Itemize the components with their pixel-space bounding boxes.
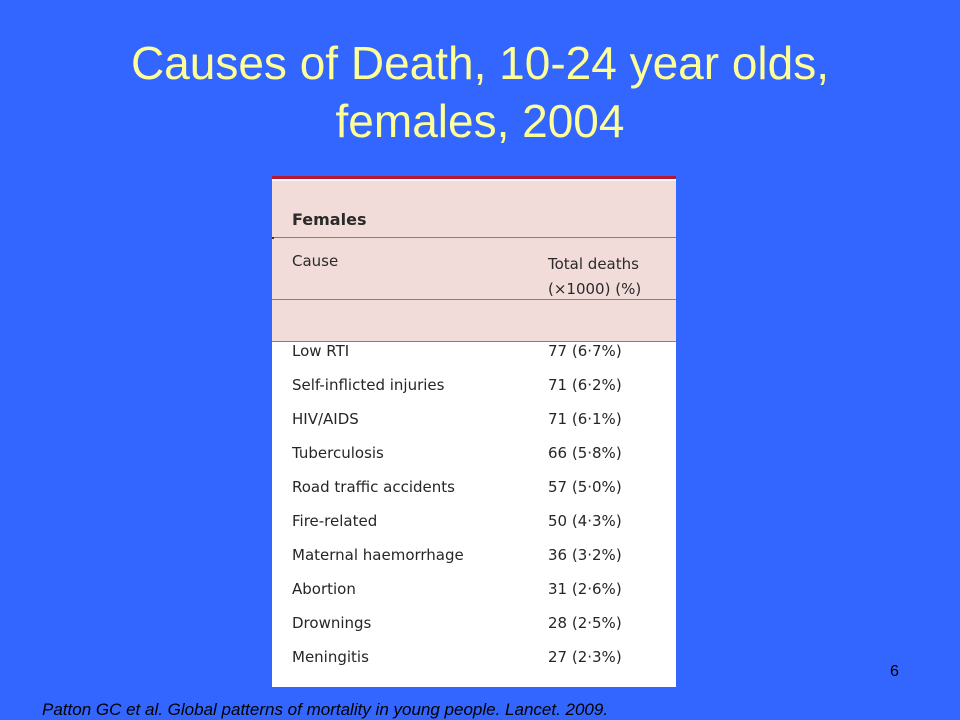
row-deaths: 71 (6·2%)	[548, 376, 622, 394]
table-row: Road traffic accidents 57 (5·0%)	[272, 478, 676, 512]
column-header-deaths-line-1: Total deaths	[548, 255, 639, 273]
row-deaths: 36 (3·2%)	[548, 546, 622, 564]
row-cause: Drownings	[292, 614, 372, 632]
table-top-rule	[272, 176, 676, 179]
table-row: Fire-related 50 (4·3%)	[272, 512, 676, 546]
row-cause: HIV/AIDS	[292, 410, 359, 428]
table-row: Meningitis 27 (2·3%)	[272, 648, 676, 682]
table-row: Tuberculosis 66 (5·8%)	[272, 444, 676, 478]
table-tick	[272, 237, 274, 239]
column-header-cause: Cause	[292, 252, 339, 270]
row-deaths: 71 (6·1%)	[548, 410, 622, 428]
column-header-deaths: Total deaths (×1000) (%)	[548, 252, 641, 302]
header-divider	[272, 299, 676, 300]
table-header: Females Cause Total deaths (×1000) (%)	[272, 181, 676, 342]
table-row: Self-inflicted injuries 71 (6·2%)	[272, 376, 676, 410]
row-cause: Abortion	[292, 580, 356, 598]
header-divider	[272, 237, 676, 238]
table-group-label: Females	[292, 210, 367, 229]
row-cause: Road traffic accidents	[292, 478, 455, 496]
slide-title-line-2: females, 2004	[335, 95, 625, 147]
row-deaths: 27 (2·3%)	[548, 648, 622, 666]
row-cause: Low RTI	[292, 342, 350, 360]
row-cause: Fire-related	[292, 512, 378, 530]
table-row: HIV/AIDS 71 (6·1%)	[272, 410, 676, 444]
row-cause: Meningitis	[292, 648, 369, 666]
row-deaths: 57 (5·0%)	[548, 478, 622, 496]
mortality-table: Females Cause Total deaths (×1000) (%) L…	[272, 176, 676, 687]
table-body: Low RTI 77 (6·7%) Self-inflicted injurie…	[272, 342, 676, 682]
row-deaths: 50 (4·3%)	[548, 512, 622, 530]
table-row: Abortion 31 (2·6%)	[272, 580, 676, 614]
row-deaths: 31 (2·6%)	[548, 580, 622, 598]
row-cause: Self-inflicted injuries	[292, 376, 445, 394]
slide-title: Causes of Death, 10-24 year olds, female…	[0, 34, 960, 150]
citation: Patton GC et al. Global patterns of mort…	[42, 700, 609, 719]
row-deaths: 28 (2·5%)	[548, 614, 622, 632]
row-cause: Maternal haemorrhage	[292, 546, 464, 564]
row-deaths: 66 (5·8%)	[548, 444, 622, 462]
column-header-deaths-line-2: (×1000) (%)	[548, 280, 642, 298]
table-row: Low RTI 77 (6·7%)	[272, 342, 676, 376]
row-cause: Tuberculosis	[292, 444, 384, 462]
slide-title-line-1: Causes of Death, 10-24 year olds,	[130, 37, 830, 89]
table-row: Maternal haemorrhage 36 (3·2%)	[272, 546, 676, 580]
slide-number: 6	[890, 663, 899, 680]
table-row: Drownings 28 (2·5%)	[272, 614, 676, 648]
header-divider	[272, 341, 676, 342]
row-deaths: 77 (6·7%)	[548, 342, 622, 360]
